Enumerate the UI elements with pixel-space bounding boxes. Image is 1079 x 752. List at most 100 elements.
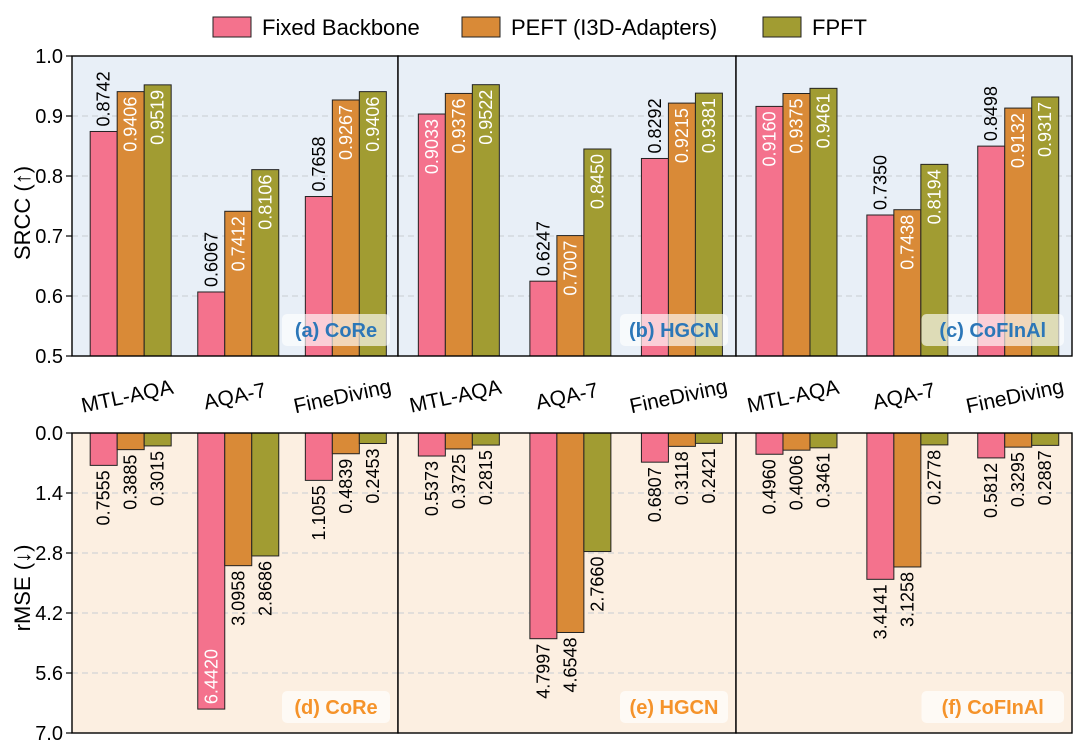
panel-label-badge <box>620 314 728 346</box>
chart-panel-3: 0.9160 0.7350 0.8498 0.9375 0.7438 0.9132 0.94… <box>735 55 1073 418</box>
data-label: 0.6807 <box>645 467 665 522</box>
bar <box>920 432 949 446</box>
data-label: 0.4006 <box>786 455 806 510</box>
bar <box>809 432 838 449</box>
data-label: 0.9267 <box>336 105 356 160</box>
bar <box>556 235 585 357</box>
y-tick-label: 0.6 <box>35 286 63 308</box>
bar <box>755 105 784 357</box>
data-label: 0.5812 <box>981 463 1001 518</box>
data-label: 6.4420 <box>201 649 221 704</box>
panel-label-badge <box>282 314 390 346</box>
data-label: 0.3015 <box>148 451 168 506</box>
bar <box>417 432 446 457</box>
legend-swatch-3 <box>762 16 802 38</box>
bar <box>694 92 723 357</box>
data-label: 0.7438 <box>897 215 917 270</box>
bar <box>583 148 612 357</box>
bar <box>866 214 895 357</box>
data-label: 0.6067 <box>201 232 221 287</box>
panel-label: (c) CoFInAl <box>939 320 1046 342</box>
bar <box>471 432 500 446</box>
y-tick-label: 7.0 <box>35 723 63 745</box>
bar <box>143 84 172 357</box>
data-label: 0.2778 <box>924 450 944 505</box>
legend-label-2: PEFT (I3D-Adapters) <box>511 15 717 40</box>
bar <box>89 130 118 357</box>
data-label: 3.0958 <box>228 571 248 626</box>
data-label: 3.4141 <box>870 584 890 639</box>
data-label: 0.2887 <box>1035 450 1055 505</box>
data-label: 0.3295 <box>1008 452 1028 507</box>
data-label: 0.8106 <box>255 175 275 230</box>
data-label: 4.7997 <box>533 644 553 699</box>
bar <box>116 432 145 451</box>
x-tick-label: AQA-7 <box>202 379 268 415</box>
bar <box>667 432 696 447</box>
panel-label-badge <box>921 314 1064 346</box>
data-label: 0.9522 <box>476 90 496 145</box>
bar <box>1031 432 1060 446</box>
bar <box>251 432 280 557</box>
bar <box>866 432 895 580</box>
data-label: 0.9461 <box>813 93 833 148</box>
data-label: 0.9376 <box>449 98 469 153</box>
y-tick-label: 0.7 <box>35 226 63 248</box>
data-label: 0.2815 <box>476 450 496 505</box>
bar <box>358 432 387 445</box>
data-label: 0.8292 <box>645 98 665 153</box>
panel-label: (b) HGCN <box>629 320 719 342</box>
data-label: 0.9381 <box>699 98 719 153</box>
panel-frame <box>735 55 1073 357</box>
x-tick-label: AQA-7 <box>871 379 937 415</box>
bar <box>640 432 669 463</box>
data-label: 0.4839 <box>336 459 356 514</box>
panel-label: (a) CoRe <box>295 320 377 342</box>
x-tick-label: AQA-7 <box>534 379 600 415</box>
data-label: 0.9132 <box>1008 113 1028 168</box>
y-tick-label: 1.4 <box>35 483 63 505</box>
bar <box>224 432 253 567</box>
bar <box>755 432 784 455</box>
bar <box>529 432 558 640</box>
bar <box>694 432 723 444</box>
y-tick-label: 0.5 <box>35 346 63 368</box>
legend-swatch-1 <box>212 16 252 38</box>
data-label: 0.7555 <box>94 470 114 525</box>
data-label: 0.9406 <box>121 97 141 152</box>
data-label: 2.7660 <box>587 557 607 612</box>
panel-label-badge <box>921 691 1064 723</box>
y-tick-label: 2.8 <box>35 543 63 565</box>
data-label: 0.9406 <box>363 97 383 152</box>
bar <box>331 432 360 455</box>
data-label: 0.9519 <box>148 90 168 145</box>
x-tick-label: MTL-AQA <box>745 376 841 418</box>
chart-panel-5: 0.5373 4.7997 0.6807 0.3725 4.6548 0.3118 0.28… <box>397 432 737 734</box>
data-label: 2.8686 <box>255 561 275 616</box>
bar <box>893 432 922 568</box>
data-label: 0.2453 <box>363 449 383 504</box>
y-tick-label: 1.0 <box>35 46 63 68</box>
bottom-y-axis-label: rMSE (↓) <box>10 545 35 632</box>
bar <box>667 102 696 357</box>
top-y-axis-label: SRCC (↑) <box>10 166 35 260</box>
bar <box>893 209 922 357</box>
data-label: 0.6247 <box>533 221 553 276</box>
y-tick-label: 5.6 <box>35 663 63 685</box>
data-label: 0.7007 <box>560 241 580 296</box>
x-tick-label: MTL-AQA <box>407 376 503 418</box>
bar <box>1031 96 1060 357</box>
x-tick-label: FineDiving <box>628 375 730 418</box>
data-label: 0.9317 <box>1035 102 1055 157</box>
data-label: 0.7658 <box>309 136 329 191</box>
data-label: 0.3118 <box>672 451 692 505</box>
data-label: 0.8194 <box>924 169 944 224</box>
panel-frame <box>735 432 1073 734</box>
chart-panel-2: 0.9033 0.6247 0.8292 0.9376 0.7007 0.9215 0.95… <box>397 55 737 418</box>
bar <box>556 432 585 633</box>
data-label: 4.6548 <box>560 637 580 692</box>
bar <box>89 432 118 466</box>
bar <box>1004 432 1033 448</box>
legend-swatch-2 <box>461 16 501 38</box>
